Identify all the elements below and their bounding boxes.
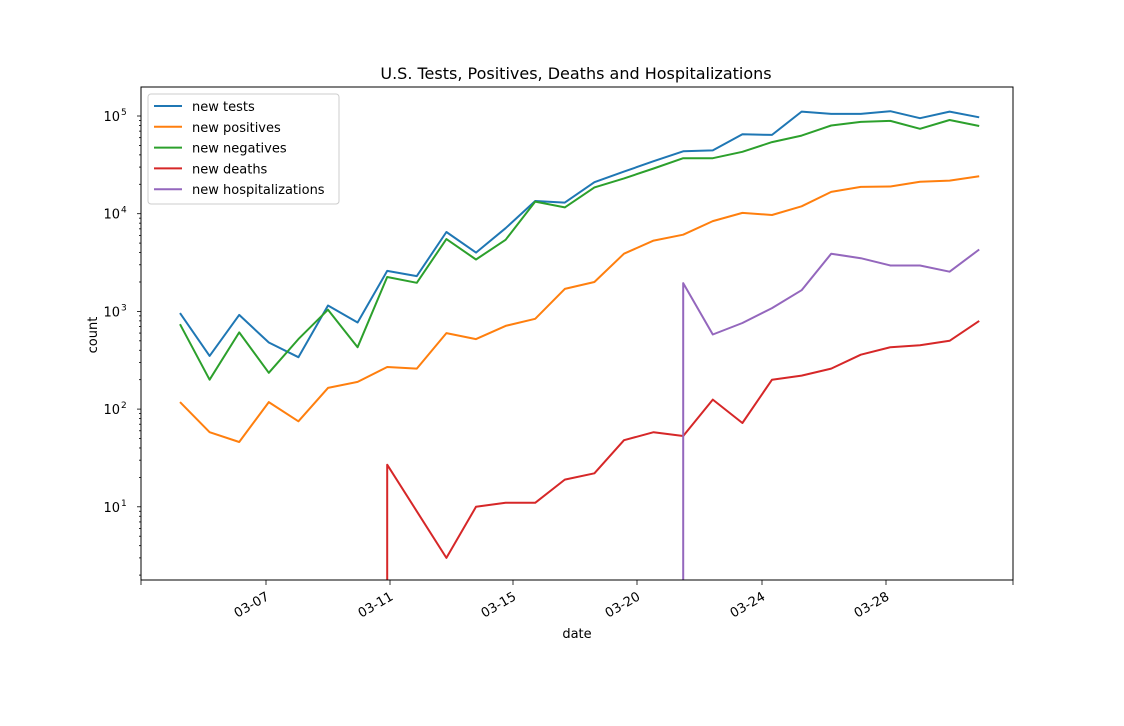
legend-label: new tests [192,100,255,115]
x-axis-title: date [562,627,591,642]
plot-frame [140,86,1014,581]
y-tick-label: 10 [103,501,120,516]
legend-label: new negatives [192,142,287,157]
y-tick-label-exponent: 2 [121,401,127,411]
x-tick-label: 03-24 [728,589,768,621]
y-tick-label: 10 [103,110,120,125]
x-tick-label: 03-20 [603,589,643,621]
series-line-new-tests [179,110,980,359]
x-axis: 03-07 03-11 03-15 03-20 03-24 03-28 [140,580,1014,621]
series-line-new-negatives [179,119,980,381]
chart-title: U.S. Tests, Positives, Deaths and Hospit… [380,64,771,83]
series-group [179,110,980,580]
legend: new tests new positives new negatives new d… [147,93,340,205]
x-tick-label: 03-15 [479,589,519,621]
y-tick-label: 10 [103,403,120,418]
y-tick-label-exponent: 3 [121,303,127,313]
x-tick-label: 03-11 [356,589,396,621]
x-tick-label: 03-28 [852,589,892,621]
y-tick-label: 10 [103,208,120,223]
y-tick-label-exponent: 5 [121,108,127,118]
y-axis-title: count [86,317,101,354]
y-tick-label: 10 [103,305,120,320]
legend-label: new positives [192,121,281,136]
series-line-new-hospitalizations [682,248,980,580]
series-line-new-positives [179,175,980,443]
x-tick-label: 03-07 [232,589,272,621]
legend-box [147,93,340,205]
y-tick-label-exponent: 1 [121,499,127,509]
y-tick-label-exponent: 4 [121,206,127,216]
plot-area [140,86,1014,581]
legend-label: new hospitalizations [192,183,325,198]
legend-label: new deaths [192,162,268,177]
series-line-new-deaths [386,320,980,580]
